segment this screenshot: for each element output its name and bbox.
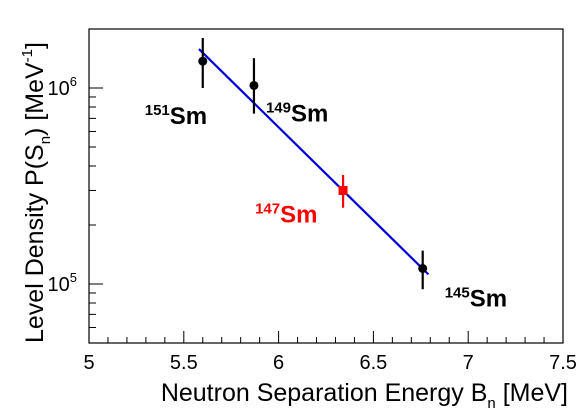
fit-line-group	[198, 48, 430, 276]
y-axis-label: Level Density P(Sn) [MeV-1]	[19, 42, 54, 343]
isotope-label: 149Sm	[266, 99, 328, 127]
x-tick-label: 5	[83, 352, 94, 374]
x-tick-label: 5.5	[170, 352, 198, 374]
y-tick-label: 105	[48, 270, 77, 296]
data-point-circle	[249, 80, 259, 90]
data-point-square	[338, 185, 348, 195]
data-points: 151Sm 149Sm 147Sm 145Sm	[145, 37, 507, 312]
x-tick-label: 7	[463, 352, 474, 374]
isotope-label: 147Sm	[255, 200, 317, 228]
isotope-label: 145Sm	[445, 284, 507, 312]
fit-line	[198, 48, 430, 276]
x-tick-label: 6	[273, 352, 284, 374]
x-tick-label: 6.5	[359, 352, 387, 374]
axes: 5 5.5 6 6.5 7 7.5 105 106	[48, 28, 577, 374]
x-axis-label: Neutron Separation Energy Bn [MeV]	[161, 379, 568, 412]
x-tick-label: 7.5	[549, 352, 577, 374]
y-tick-label: 106	[48, 74, 77, 100]
data-point-circle	[198, 56, 208, 66]
plot-frame	[88, 28, 564, 344]
isotope-label: 151Sm	[145, 102, 207, 130]
data-point-circle	[418, 263, 428, 273]
